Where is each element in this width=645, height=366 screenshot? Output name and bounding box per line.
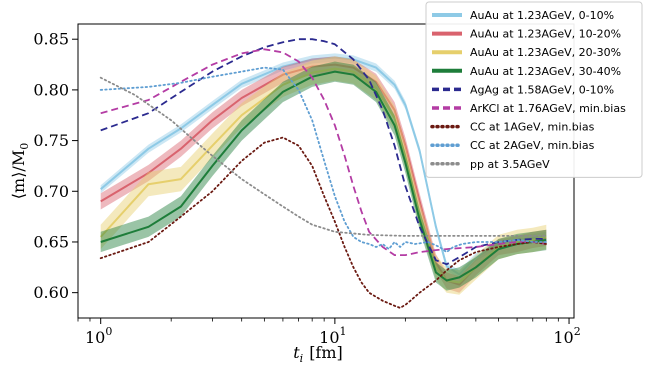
- x-axis: 100 101 102: [77, 318, 581, 347]
- legend: AuAu at 1.23AGeV, 0-10% AuAu at 1.23AGeV,…: [425, 1, 643, 178]
- legend-label-8: pp at 3.5AGeV: [470, 158, 550, 171]
- series-layer: [99, 38, 548, 309]
- x-tick-label: 101: [319, 325, 346, 347]
- y-axis-title: ⟨m⟩/M0: [9, 143, 31, 199]
- y-tick-label: 0.70: [33, 182, 69, 201]
- legend-label-3: AuAu at 1.23AGeV, 30-40%: [470, 65, 621, 78]
- legend-label-5: ArKCl at 1.76AGeV, min.bias: [470, 102, 626, 115]
- series-line-6: [99, 136, 548, 309]
- y-tick-label: 0.80: [33, 80, 69, 99]
- legend-label-6: CC at 1AGeV, min.bias: [470, 121, 595, 134]
- series-band-2: [100, 56, 547, 295]
- legend-label-7: CC at 2AGeV, min.bias: [470, 139, 595, 152]
- legend-box: [425, 1, 643, 178]
- series-line-7: [99, 66, 548, 254]
- x-axis-symbol: t: [293, 343, 300, 362]
- series-line-5: [100, 48, 547, 257]
- legend-label-4: AgAg at 1.58AGeV, 0-10%: [470, 83, 614, 96]
- series-line-4: [100, 38, 547, 266]
- legend-label-2: AuAu at 1.23AGeV, 20-30%: [470, 46, 621, 59]
- x-axis-title: ti [fm]: [293, 343, 343, 365]
- y-axis: 0.60 0.65 0.70 0.75 0.80 0.85: [33, 30, 78, 302]
- y-axis-prefix: ⟨m⟩/M: [9, 150, 28, 199]
- x-axis-unit: [fm]: [309, 343, 343, 362]
- y-tick-label: 0.85: [33, 30, 69, 49]
- y-axis-subscript: 0: [18, 143, 31, 150]
- series-line-8: [99, 76, 548, 237]
- legend-label-0: AuAu at 1.23AGeV, 0-10%: [470, 9, 614, 22]
- series-line-3: [100, 70, 547, 282]
- series-band-1: [100, 56, 547, 293]
- legend-label-1: AuAu at 1.23AGeV, 10-20%: [470, 28, 621, 41]
- series-line-2: [99, 67, 547, 284]
- y-tick-label: 0.75: [33, 131, 69, 150]
- x-axis-subscript: i: [300, 352, 304, 365]
- y-tick-label: 0.65: [33, 232, 69, 251]
- x-tick-label: 102: [553, 325, 580, 347]
- y-tick-label: 0.60: [33, 283, 69, 302]
- x-tick-label: 100: [85, 325, 112, 347]
